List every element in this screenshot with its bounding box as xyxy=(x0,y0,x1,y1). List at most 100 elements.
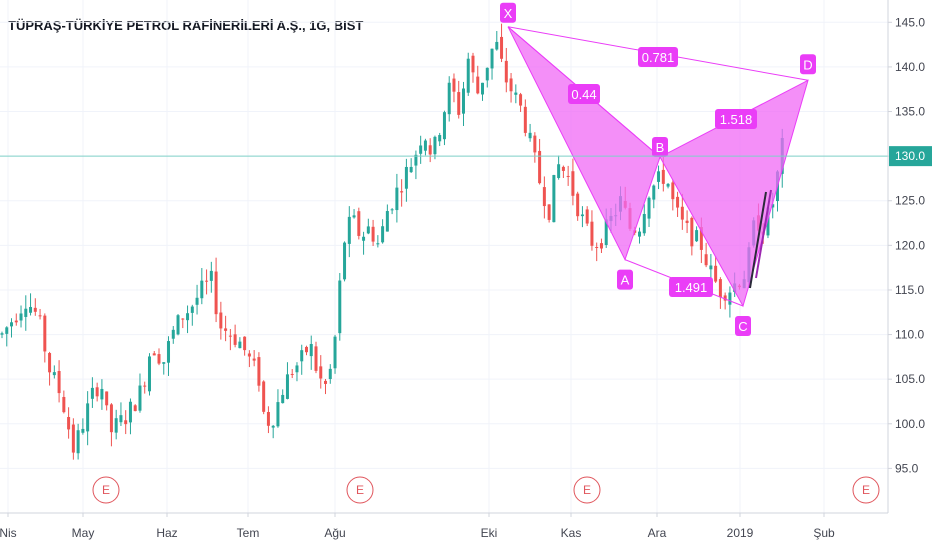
candle-body xyxy=(228,335,232,337)
candle xyxy=(95,382,99,402)
earnings-marker[interactable]: E xyxy=(852,476,880,504)
candle xyxy=(181,318,185,329)
earnings-marker[interactable]: E xyxy=(573,476,601,504)
candle-body xyxy=(124,420,128,425)
candle-body xyxy=(233,334,237,345)
pattern-point-c-badge xyxy=(735,316,751,337)
candle-body xyxy=(495,41,499,50)
candle xyxy=(685,210,689,234)
candle-body xyxy=(438,135,442,142)
candle-body xyxy=(243,336,247,351)
candle xyxy=(233,324,237,348)
candle-body xyxy=(723,295,727,301)
candle xyxy=(100,379,104,410)
candle xyxy=(143,381,147,394)
candle xyxy=(347,206,351,258)
pattern-point-d-label: D xyxy=(803,57,812,72)
candle-body xyxy=(247,353,251,357)
earnings-marker-circle xyxy=(346,476,374,504)
candle xyxy=(676,191,680,217)
candle-body xyxy=(304,346,308,353)
candle-body xyxy=(195,297,199,305)
candle xyxy=(252,350,256,367)
candle xyxy=(247,350,251,368)
candle xyxy=(67,407,71,439)
candle-body xyxy=(561,166,565,171)
candle xyxy=(33,298,37,316)
harmonic-pattern[interactable]: X A B C D 0.781 0.44 1.491 1.518 xyxy=(500,2,816,337)
candle-body xyxy=(657,171,661,182)
candle-body xyxy=(281,394,285,404)
candle xyxy=(657,165,661,190)
candle xyxy=(500,23,504,63)
candle xyxy=(599,238,603,253)
candle xyxy=(595,242,599,262)
price-tick-label: 120.0 xyxy=(895,238,925,252)
ratio-badge xyxy=(568,84,600,104)
candle-body xyxy=(519,94,523,106)
candle xyxy=(190,304,194,326)
candle-body xyxy=(176,315,180,335)
time-tick-label: 2019 xyxy=(727,526,754,540)
candle xyxy=(10,318,14,338)
pattern-point-b-badge xyxy=(652,137,668,158)
candle-body xyxy=(490,48,494,69)
price-tick-label: 110.0 xyxy=(895,328,924,342)
candle-body xyxy=(461,88,465,114)
candle-body xyxy=(29,306,33,313)
candle-body xyxy=(38,315,42,317)
earnings-marker[interactable]: E xyxy=(92,476,120,504)
candle-body xyxy=(157,354,161,364)
candle xyxy=(695,226,699,243)
candle xyxy=(276,389,280,428)
candle-body xyxy=(500,36,504,59)
time-tick-label: Ara xyxy=(648,526,667,540)
price-tick-label: 140.0 xyxy=(895,60,925,74)
candle xyxy=(266,406,270,434)
candle xyxy=(43,313,47,363)
pattern-point-d-badge xyxy=(800,54,816,75)
candle xyxy=(5,326,9,347)
candle xyxy=(714,256,718,283)
candle-body xyxy=(181,318,185,320)
candle-body xyxy=(671,182,675,200)
candle xyxy=(90,377,94,408)
candle-body xyxy=(290,373,294,375)
candle xyxy=(152,351,156,356)
candle xyxy=(438,132,442,147)
candle xyxy=(300,344,304,375)
candle xyxy=(86,391,90,446)
candle-body xyxy=(476,76,480,94)
candle xyxy=(490,48,494,80)
candle-body xyxy=(338,280,342,334)
price-axis[interactable]: 95.0 100.0 105.0 110.0 115.0 120.0 125.0 130.0 1… xyxy=(887,0,932,550)
candle-body xyxy=(143,385,147,387)
candle-body xyxy=(300,350,304,362)
candle-body xyxy=(428,145,432,155)
price-tick-label: 135.0 xyxy=(895,105,925,119)
candle xyxy=(466,52,470,96)
candle xyxy=(523,99,527,137)
time-tick-label: Şub xyxy=(813,526,835,540)
candle-body xyxy=(371,226,375,242)
trendline xyxy=(755,189,772,279)
candle xyxy=(680,193,684,230)
candle-body xyxy=(262,381,266,412)
candle-body xyxy=(62,396,66,413)
earnings-marker-label: E xyxy=(102,483,110,497)
time-axis[interactable]: Nis May Haz Tem Ağu Eki Kas Ara 2019 Şub xyxy=(0,512,888,540)
candle xyxy=(728,286,732,318)
earnings-marker[interactable]: E xyxy=(346,476,374,504)
candle xyxy=(81,418,85,435)
candle-body xyxy=(400,191,404,193)
candle-body xyxy=(642,213,646,234)
candle-body xyxy=(309,343,313,357)
candle-body xyxy=(219,312,223,329)
candle-body xyxy=(200,280,204,299)
candle-body xyxy=(10,322,14,327)
ratio-badge xyxy=(715,109,757,129)
candle-body xyxy=(324,380,328,384)
candle xyxy=(652,184,656,209)
